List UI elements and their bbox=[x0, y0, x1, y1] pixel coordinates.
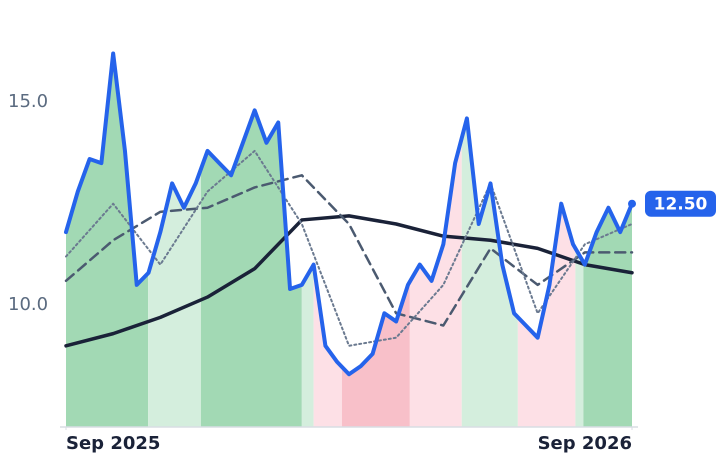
price-area bbox=[517, 203, 576, 427]
value-label: 12.50 bbox=[654, 195, 708, 215]
series-line bbox=[65, 149, 633, 347]
value-badge bbox=[645, 190, 716, 217]
series-line bbox=[64, 214, 634, 348]
series-line bbox=[64, 51, 634, 377]
price-area bbox=[575, 248, 584, 427]
series-line bbox=[64, 174, 634, 327]
price-area bbox=[583, 203, 632, 427]
price-area bbox=[301, 264, 314, 427]
last-point bbox=[628, 199, 636, 208]
y-tick-label: 15.0 bbox=[8, 91, 48, 112]
price-area bbox=[66, 53, 149, 427]
price-area bbox=[461, 118, 518, 427]
x-tick-label: Sep 2026 bbox=[538, 433, 632, 454]
price-area bbox=[313, 264, 342, 427]
y-tick-label: 10.0 bbox=[8, 294, 48, 315]
price-area bbox=[341, 281, 410, 427]
x-tick-label: Sep 2025 bbox=[66, 433, 160, 454]
